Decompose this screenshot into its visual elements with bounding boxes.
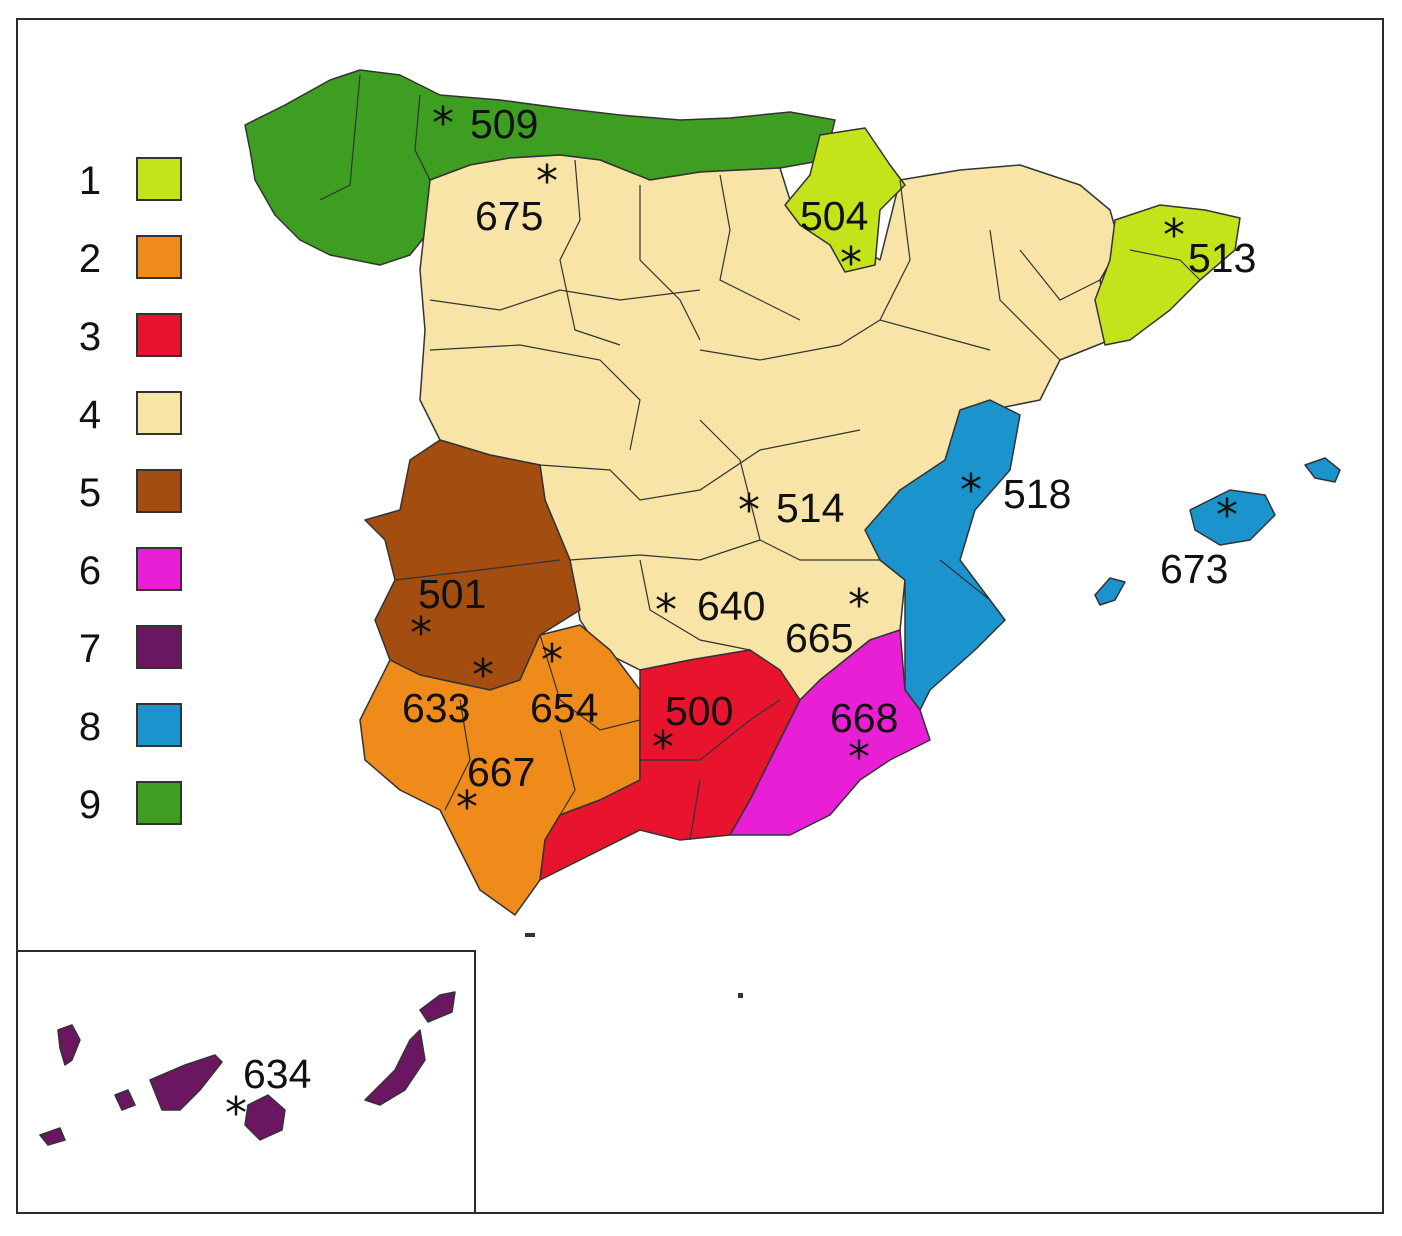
site-star: *: [848, 580, 870, 631]
legend-swatch: [136, 547, 182, 591]
site-label: 654: [530, 685, 598, 731]
site-star: *: [472, 650, 494, 701]
site-star: *: [225, 1088, 247, 1139]
province-borders: [319, 74, 1201, 841]
region-group-7: [57, 1024, 81, 1066]
legend-number: 7: [78, 627, 102, 671]
canary-islands-inset-frame: [16, 950, 476, 1214]
site-star: *: [652, 722, 674, 773]
region-group-8: [1304, 457, 1341, 483]
region-group-7: [39, 1127, 66, 1146]
legend-swatch: [136, 391, 182, 435]
site-markers: * 509 * 675 504 * * 513 * 514 * 518 * 67…: [225, 98, 1256, 1139]
region-group-8: [864, 399, 1021, 711]
legend-swatch: [136, 781, 182, 825]
legend-swatch: [136, 625, 182, 669]
site-label: 640: [697, 583, 765, 629]
site-label: 634: [243, 1051, 311, 1097]
site-star: *: [456, 782, 478, 833]
legend-swatch: [136, 235, 182, 279]
site-star: *: [960, 465, 982, 516]
site-star: *: [432, 98, 454, 149]
legend-item-8: 8: [70, 701, 200, 749]
legend-number: 2: [78, 237, 102, 281]
legend-item-5: 5: [70, 467, 200, 515]
site-star: *: [541, 635, 563, 686]
site-star: *: [848, 732, 870, 783]
site-label: 667: [467, 749, 535, 795]
site-star: *: [655, 585, 677, 636]
site-label: 514: [776, 485, 844, 531]
region-group-3: [539, 649, 801, 881]
legend-item-1: 1: [70, 155, 200, 203]
legend-swatch: [136, 157, 182, 201]
site-label: 668: [830, 695, 898, 741]
legend-item-2: 2: [70, 233, 200, 281]
legend-item-6: 6: [70, 545, 200, 593]
region-group-7: [364, 1029, 426, 1106]
legend-number: 6: [78, 549, 102, 593]
site-label: 501: [418, 571, 486, 617]
region-group-8: [1189, 489, 1276, 546]
region-group-1: [1094, 204, 1241, 346]
islet-mark: [738, 993, 743, 998]
site-star: *: [840, 238, 862, 289]
legend-number: 4: [78, 393, 102, 437]
legend-item-4: 4: [70, 389, 200, 437]
site-star: *: [738, 485, 760, 536]
region-group-7: [149, 1054, 223, 1111]
legend-item-9: 9: [70, 779, 200, 827]
site-label: 509: [470, 101, 538, 147]
region-group-1: [784, 127, 906, 273]
region-group-7: [114, 1089, 136, 1111]
legend-swatch: [136, 703, 182, 747]
site-star: *: [1216, 490, 1238, 541]
legend-swatch: [136, 469, 182, 513]
site-label: 665: [785, 615, 853, 661]
legend-swatch: [136, 313, 182, 357]
region-group-7: [419, 991, 456, 1023]
site-label: 673: [1160, 546, 1228, 592]
legend-number: 9: [78, 783, 102, 827]
site-label: 500: [665, 688, 733, 734]
legend-number: 3: [78, 315, 102, 359]
site-label: 518: [1003, 471, 1071, 517]
site-star: *: [1163, 210, 1185, 261]
region-group-7: [244, 1094, 286, 1141]
legend-item-7: 7: [70, 623, 200, 671]
legend-number: 1: [78, 159, 102, 203]
site-star: *: [536, 156, 558, 207]
region-group-6: [729, 629, 931, 836]
legend-number: 5: [78, 471, 102, 515]
site-label: 504: [800, 193, 868, 239]
site-label: 675: [475, 193, 543, 239]
site-star: *: [410, 608, 432, 659]
site-label: 513: [1188, 235, 1256, 281]
legend-item-3: 3: [70, 311, 200, 359]
region-group-8: [1094, 577, 1126, 606]
site-label: 633: [402, 685, 470, 731]
islet-mark: [525, 933, 535, 937]
legend-number: 8: [78, 705, 102, 749]
